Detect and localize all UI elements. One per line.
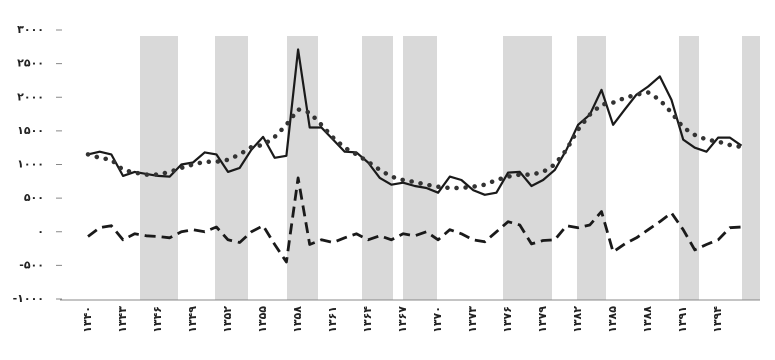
- x-tick-label: ۱۳۶۷: [396, 306, 409, 333]
- x-tick-label: ۱۳۵۵: [256, 306, 269, 333]
- series-line: [85, 90, 744, 191]
- shaded-periods: [140, 36, 760, 300]
- x-tick-label: ۱۳۴۹: [186, 306, 199, 333]
- series-line: [87, 176, 742, 264]
- band: [403, 36, 437, 300]
- band: [503, 36, 552, 300]
- band: [215, 36, 248, 300]
- y-tick-label: ۱۰۰۰: [17, 158, 44, 171]
- x-tick-label: ۱۳۷۰: [431, 306, 444, 333]
- y-tick-label: ۵۰۰: [24, 191, 44, 204]
- x-tick-label: ۱۳۸۵: [606, 306, 619, 333]
- y-tick-label: ۲۰۰۰: [17, 90, 44, 103]
- y-tick-label: -۵۰۰: [19, 258, 44, 271]
- x-tick-label: ۱۳۴۰: [81, 306, 94, 333]
- x-tick-label: ۱۳۹۱: [676, 306, 689, 333]
- x-tick-label: ۱۳۷۳: [466, 306, 479, 333]
- band: [577, 36, 606, 300]
- x-tick-label: ۱۳۹۴: [711, 306, 724, 333]
- y-tick-label: ۱۵۰۰: [17, 124, 44, 137]
- x-tick-label: ۱۳۶۱: [326, 306, 339, 333]
- x-tick-label: ۱۳۸۸: [641, 306, 654, 333]
- x-tick-label: ۱۳۴۶: [151, 306, 164, 333]
- y-tick-label: ۲۵۰۰: [17, 57, 44, 70]
- x-tick-label: ۱۳۶۴: [361, 306, 374, 333]
- x-tick-label: ۱۳۵۸: [291, 306, 304, 333]
- x-tick-label: ۱۳۷۹: [536, 306, 549, 333]
- x-tick-label: ۱۳۸۲: [571, 306, 584, 333]
- band: [742, 36, 760, 300]
- band: [679, 36, 699, 300]
- y-tick-label: ۳۰۰۰: [17, 23, 44, 36]
- x-tick-label: ۱۳۴۳: [116, 306, 129, 333]
- x-tick-label: ۱۳۷۶: [501, 306, 514, 333]
- band: [140, 36, 178, 300]
- y-tick-label: ۰: [37, 225, 44, 238]
- y-tick-label: -۱۰۰۰: [13, 292, 44, 305]
- series-line: [87, 48, 743, 196]
- x-tick-label: ۱۳۵۲: [221, 306, 234, 333]
